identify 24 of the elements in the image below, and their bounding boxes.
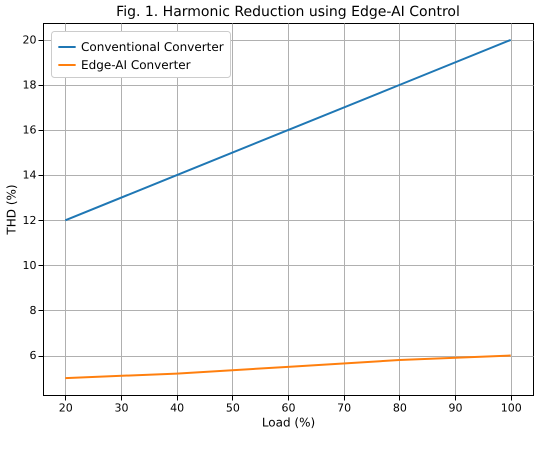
line-series <box>64 38 512 222</box>
legend-label: Edge-AI Converter <box>81 58 191 72</box>
x-tick-label: 100 <box>500 402 522 414</box>
x-tick-label: 40 <box>170 402 184 414</box>
x-tick-label: 20 <box>58 402 73 414</box>
x-axis-title: Load (%) <box>262 416 316 430</box>
x-tick-label: 60 <box>282 402 296 414</box>
x-tick-label: 70 <box>337 402 352 414</box>
y-tick-label: 10 <box>22 258 36 272</box>
y-tick-label: 12 <box>22 214 36 227</box>
y-tick-label: 16 <box>22 124 36 137</box>
y-tick-label: 6 <box>30 349 36 362</box>
y-tick-label: 14 <box>22 168 36 182</box>
x-tick-label: 80 <box>392 402 407 414</box>
chart-title: Fig. 1. Harmonic Reduction using Edge-AI Control <box>116 4 460 20</box>
x-tick-label: 50 <box>226 402 240 414</box>
y-tick-label: 20 <box>22 33 36 46</box>
x-tick-label: 90 <box>448 402 463 414</box>
line-series <box>64 354 512 380</box>
legend-label: Conventional Converter <box>81 40 224 54</box>
y-tick-label: 8 <box>30 304 36 317</box>
y-tick-label: 18 <box>22 78 36 92</box>
y-axis-title: THD (%) <box>4 184 19 236</box>
x-tick-label: 30 <box>114 402 128 414</box>
